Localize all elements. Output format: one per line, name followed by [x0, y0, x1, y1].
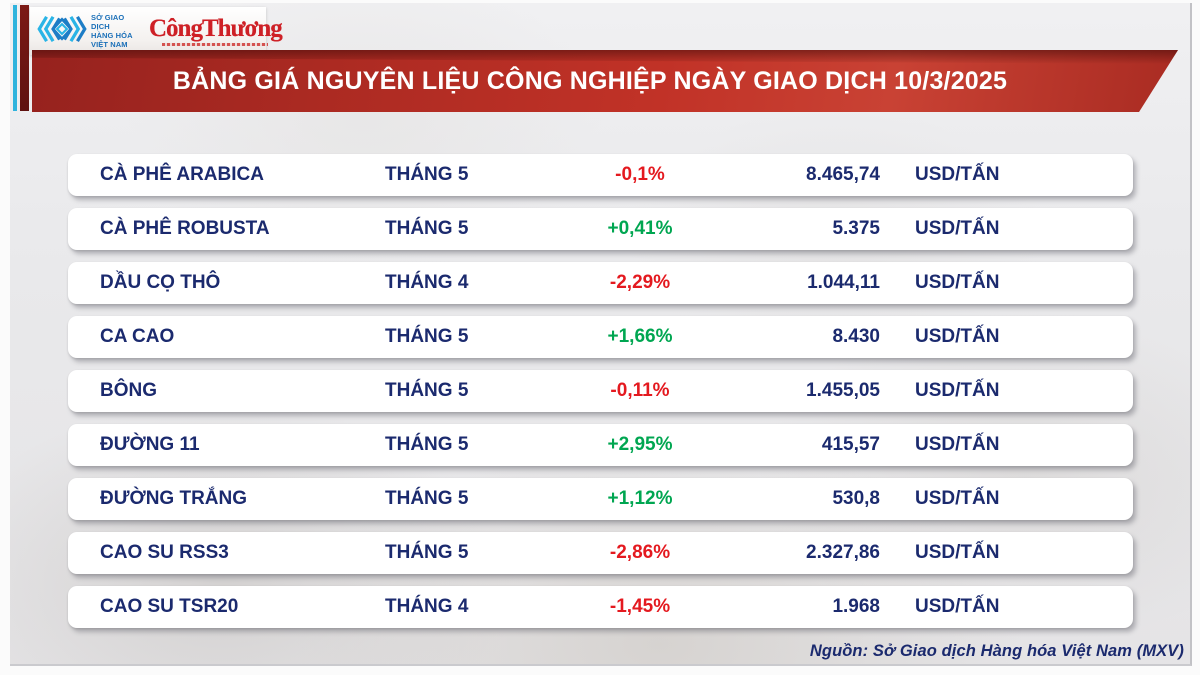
contract-month: THÁNG 5: [385, 434, 469, 455]
commodity-name: CÀ PHÊ ARABICA: [100, 164, 264, 185]
table-row: DẦU CỌ THÔ THÁNG 4 -2,29% 1.044,11 USD/T…: [68, 262, 1133, 304]
mxv-org-line2: HÀNG HÓA: [91, 31, 133, 40]
percent-change: -1,45%: [609, 596, 671, 617]
percent-change: +1,66%: [607, 326, 673, 347]
contract-month: THÁNG 4: [385, 596, 469, 617]
price-value: 1.455,05: [806, 380, 880, 401]
commodity-name: ĐƯỜNG 11: [100, 434, 200, 455]
price-unit: USD/TẤN: [915, 272, 1000, 293]
price-unit: USD/TẤN: [915, 488, 1000, 509]
table-row: CA CAO THÁNG 5 +1,66% 8.430 USD/TẤN: [68, 316, 1133, 358]
price-value: 8.465,74: [806, 164, 880, 185]
commodity-name: CA CAO: [100, 326, 175, 347]
price-value: 8.430: [832, 326, 880, 347]
percent-change: +0,41%: [607, 218, 673, 239]
percent-change: -2,86%: [609, 542, 671, 563]
percent-change: -2,29%: [609, 272, 671, 293]
title-banner: BẢNG GIÁ NGUYÊN LIỆU CÔNG NGHIỆP NGÀY GI…: [32, 50, 1178, 112]
congthuong-logo-text: CôngThương: [149, 15, 283, 42]
percent-change: -0,1%: [615, 164, 665, 185]
price-table: CÀ PHÊ ARABICA THÁNG 5 -0,1% 8.465,74 US…: [68, 154, 1133, 628]
price-unit: USD/TẤN: [915, 596, 1000, 617]
price-unit: USD/TẤN: [915, 380, 1000, 401]
price-unit: USD/TẤN: [915, 164, 1000, 185]
table-row: BÔNG THÁNG 5 -0,11% 1.455,05 USD/TẤN: [68, 370, 1133, 412]
table-row: ĐƯỜNG 11 THÁNG 5 +2,95% 415,57 USD/TẤN: [68, 424, 1133, 466]
table-row: CÀ PHÊ ROBUSTA THÁNG 5 +0,41% 5.375 USD/…: [68, 208, 1133, 250]
contract-month: THÁNG 5: [385, 218, 469, 239]
congthuong-logo: CôngThương: [149, 15, 283, 46]
mxv-logo-icon: [36, 11, 88, 52]
source-credit: Nguồn: Sở Giao dịch Hàng hóa Việt Nam (M…: [809, 642, 1184, 660]
contract-month: THÁNG 5: [385, 380, 469, 401]
percent-change: +2,95%: [607, 434, 673, 455]
mxv-org-line1: SỞ GIAO DỊCH: [91, 13, 125, 31]
logo-card: SỞ GIAO DỊCH HÀNG HÓA VIỆT NAM CôngThươn…: [30, 7, 283, 55]
price-value: 1.044,11: [807, 272, 880, 293]
page-title: BẢNG GIÁ NGUYÊN LIỆU CÔNG NGHIỆP NGÀY GI…: [172, 66, 1008, 95]
percent-change: +1,12%: [607, 488, 673, 509]
price-unit: USD/TẤN: [915, 326, 1000, 347]
table-row: CÀ PHÊ ARABICA THÁNG 5 -0,1% 8.465,74 US…: [68, 154, 1133, 196]
price-value: 530,8: [832, 488, 880, 509]
commodity-name: BÔNG: [100, 380, 157, 401]
price-unit: USD/TẤN: [915, 542, 1000, 563]
price-value: 5.375: [832, 218, 880, 239]
mxv-org-name: SỞ GIAO DỊCH HÀNG HÓA VIỆT NAM: [91, 13, 143, 49]
mxv-org-line3: VIỆT NAM: [91, 40, 128, 49]
contract-month: THÁNG 4: [385, 272, 469, 293]
price-value: 1.968: [832, 596, 880, 617]
commodity-name: ĐƯỜNG TRẮNG: [100, 488, 248, 509]
percent-change: -0,11%: [610, 380, 670, 401]
price-value: 2.327,86: [806, 542, 880, 563]
contract-month: THÁNG 5: [385, 488, 469, 509]
congthuong-tagline: [162, 43, 269, 46]
table-row: CAO SU RSS3 THÁNG 5 -2,86% 2.327,86 USD/…: [68, 532, 1133, 574]
commodity-name: DẦU CỌ THÔ: [100, 272, 221, 293]
contract-month: THÁNG 5: [385, 542, 469, 563]
commodity-name: CÀ PHÊ ROBUSTA: [100, 218, 270, 239]
contract-month: THÁNG 5: [385, 164, 469, 185]
price-unit: USD/TẤN: [915, 434, 1000, 455]
commodity-name: CAO SU RSS3: [100, 542, 229, 563]
price-unit: USD/TẤN: [915, 218, 1000, 239]
left-accent-bar-darkred: [20, 5, 29, 111]
left-accent-bar-cyan: [13, 5, 17, 111]
table-row: ĐƯỜNG TRẮNG THÁNG 5 +1,12% 530,8 USD/TẤN: [68, 478, 1133, 520]
table-row: CAO SU TSR20 THÁNG 4 -1,45% 1.968 USD/TẤ…: [68, 586, 1133, 628]
commodity-name: CAO SU TSR20: [100, 596, 239, 617]
contract-month: THÁNG 5: [385, 326, 469, 347]
price-value: 415,57: [821, 434, 880, 455]
